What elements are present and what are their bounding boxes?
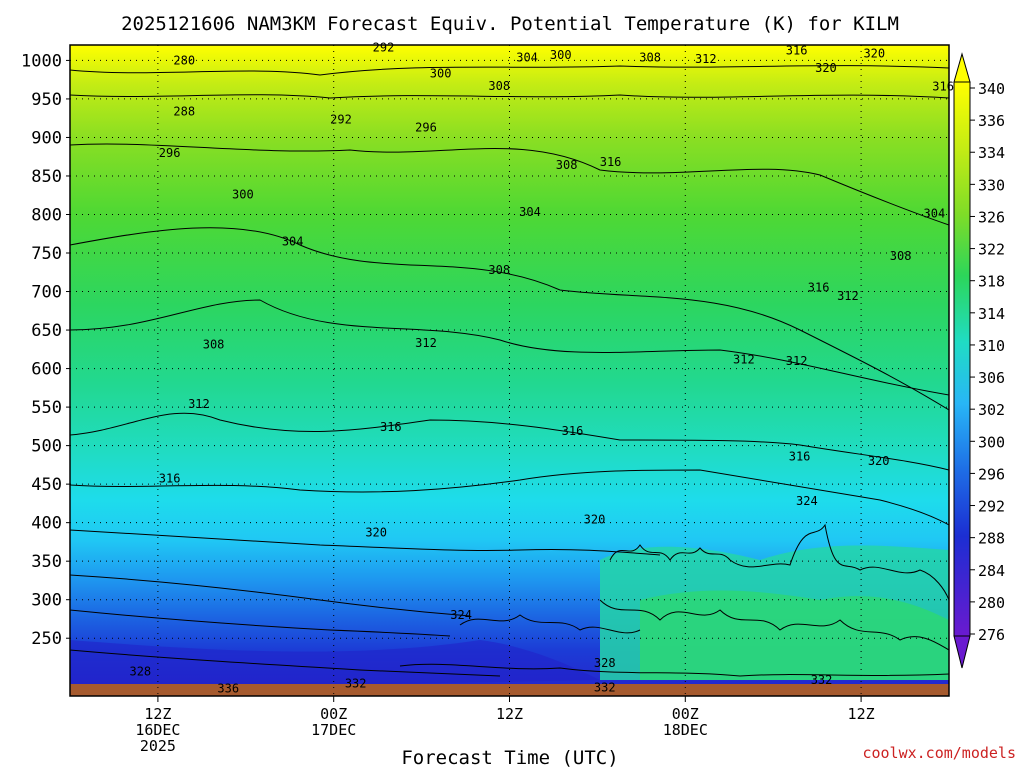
contour-label: 316: [562, 424, 584, 438]
contour-label: 316: [380, 420, 402, 434]
colorbar-label: 334: [978, 144, 1005, 162]
y-tick-label: 300: [31, 591, 62, 611]
credit-text[interactable]: coolwx.com/models: [862, 744, 1016, 762]
contour-label: 300: [430, 67, 452, 81]
contour-label: 312: [695, 52, 717, 66]
contour-label: 280: [173, 53, 195, 67]
colorbar-label: 314: [978, 305, 1005, 323]
contour-label: 308: [890, 249, 912, 263]
contour-label: 328: [129, 664, 151, 678]
contour-label: 312: [415, 336, 437, 350]
contour-label: 316: [808, 281, 830, 295]
colorbar-label: 280: [978, 594, 1005, 612]
contour-label: 288: [173, 104, 195, 118]
colorbar-label: 318: [978, 273, 1005, 291]
y-tick-label: 250: [31, 629, 62, 649]
contour-label: 320: [365, 526, 387, 540]
contour-label: 316: [600, 155, 622, 169]
contour-labels: 336 332 332 332 328 328 324 324 320 320 320 316 316 3…: [129, 40, 954, 695]
x-tick-label: 2025: [140, 737, 176, 755]
colorbar-label: 302: [978, 401, 1005, 419]
y-tick-label: 600: [31, 360, 62, 380]
contour-label: 316: [159, 472, 181, 486]
y-tick-label: 850: [31, 167, 62, 187]
x-tick-label: 16DEC: [135, 721, 180, 739]
contour-label: 308: [203, 338, 225, 352]
contour-label: 308: [488, 263, 510, 277]
colorbar-label: 288: [978, 530, 1005, 548]
contour-label: 312: [733, 352, 755, 366]
contour-label: 324: [796, 494, 818, 508]
y-tick-label: 500: [31, 437, 62, 457]
y-axis: 250 300 350 400 450 500 550 600 650 700 750 800 850 9…: [21, 51, 70, 649]
x-tick-label: 00Z: [320, 705, 347, 723]
contour-label: 300: [550, 48, 572, 62]
x-axis-label: Forecast Time (UTC): [401, 747, 618, 768]
contour-label: 320: [868, 454, 890, 468]
x-tick-label: 00Z: [672, 705, 699, 723]
colorbar-label: 330: [978, 176, 1005, 194]
contour-label: 320: [584, 513, 606, 527]
contour-label: 300: [232, 187, 254, 201]
contour-label: 296: [159, 146, 181, 160]
grid: [70, 45, 949, 696]
contour-label: 304: [519, 205, 541, 219]
contour-label: 312: [837, 289, 859, 303]
temperature-field: [70, 45, 949, 696]
colorbar-label: 310: [978, 337, 1005, 355]
contour-label: 316: [932, 80, 954, 94]
contour-label: 328: [594, 656, 616, 670]
colorbar-label: 336: [978, 112, 1005, 130]
y-tick-label: 650: [31, 321, 62, 341]
contour-label: 304: [516, 50, 538, 64]
y-tick-label: 700: [31, 283, 62, 303]
colorbar: 340 336 334 330 326 322 318 314 310 306 302 300 296 2…: [953, 52, 1005, 669]
contour-label: 316: [789, 449, 811, 463]
y-tick-label: 350: [31, 552, 62, 572]
contour-label: 312: [188, 397, 210, 411]
contour-label: 304: [924, 207, 946, 221]
x-tick-label: 18DEC: [663, 721, 708, 739]
y-tick-label: 1000: [21, 51, 62, 71]
colorbar-label: 300: [978, 433, 1005, 451]
contour-label: 332: [811, 673, 833, 687]
y-tick-label: 750: [31, 244, 62, 264]
colorbar-label: 322: [978, 241, 1005, 259]
colorbar-label: 326: [978, 208, 1005, 226]
y-tick-label: 950: [31, 90, 62, 110]
contour-label: 320: [863, 46, 885, 60]
x-tick-label: 12Z: [848, 705, 875, 723]
contour-label: 296: [415, 120, 437, 134]
colorbar-label: 292: [978, 498, 1005, 516]
contour-label: 292: [373, 40, 395, 54]
contour-label: 320: [815, 61, 837, 75]
chart-title: 2025121606 NAM3KM Forecast Equiv. Potent…: [121, 13, 899, 35]
contour-label: 332: [345, 677, 367, 691]
contour-label: 292: [330, 113, 352, 127]
x-tick-label: 17DEC: [311, 721, 356, 739]
contour-label: 324: [450, 608, 472, 622]
contour-label: 308: [488, 79, 510, 93]
contour-label: 304: [282, 234, 304, 248]
y-tick-label: 550: [31, 398, 62, 418]
colorbar-label: 340: [978, 80, 1005, 98]
y-tick-label: 450: [31, 475, 62, 495]
colorbar-label: 306: [978, 369, 1005, 387]
contour-label: 308: [639, 50, 661, 64]
y-tick-label: 400: [31, 514, 62, 534]
x-tick-label: 12Z: [144, 705, 171, 723]
contour-label: 332: [594, 681, 616, 695]
y-tick-label: 800: [31, 205, 62, 225]
contour-label: 316: [786, 43, 808, 57]
colorbar-label: 284: [978, 562, 1005, 580]
colorbar-label: 296: [978, 465, 1005, 483]
y-tick-label: 900: [31, 128, 62, 148]
contour-label: 336: [217, 681, 239, 695]
x-tick-label: 12Z: [496, 705, 523, 723]
contour-label: 308: [556, 158, 578, 172]
contour-label: 312: [786, 354, 808, 368]
colorbar-label: 276: [978, 626, 1005, 644]
